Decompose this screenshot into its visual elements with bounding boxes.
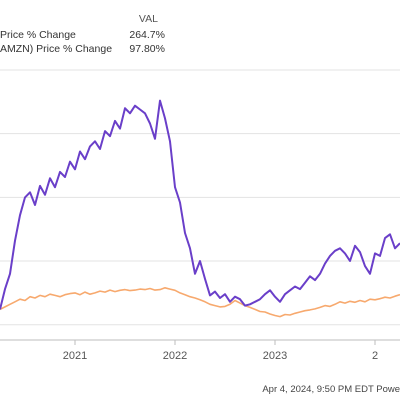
x-tick-label-2: 2023	[263, 350, 287, 362]
footer-timestamp: Apr 4, 2024, 9:50 PM EDT Powe	[262, 384, 400, 395]
legend-series-2-value: 97.80%	[129, 43, 165, 55]
series-line-2	[0, 287, 400, 318]
x-axis-ticks: 2021 2022 2023 2	[63, 340, 378, 362]
x-tick-label-0: 2021	[63, 350, 87, 362]
legend-series-1-value: 264.7%	[129, 29, 165, 41]
legend-series-1-label: Price % Change	[0, 29, 76, 41]
gridlines	[0, 69, 400, 341]
legend-series-2-label: AMZN) Price % Change	[0, 43, 112, 55]
series-line-1	[0, 99, 400, 310]
x-tick-label-1: 2022	[163, 350, 187, 362]
legend-header: VAL	[139, 13, 158, 25]
legend: VAL Price % Change 264.7% AMZN) Price % …	[0, 13, 165, 55]
x-tick-label-3: 2	[372, 350, 378, 362]
series-lines	[0, 99, 400, 318]
